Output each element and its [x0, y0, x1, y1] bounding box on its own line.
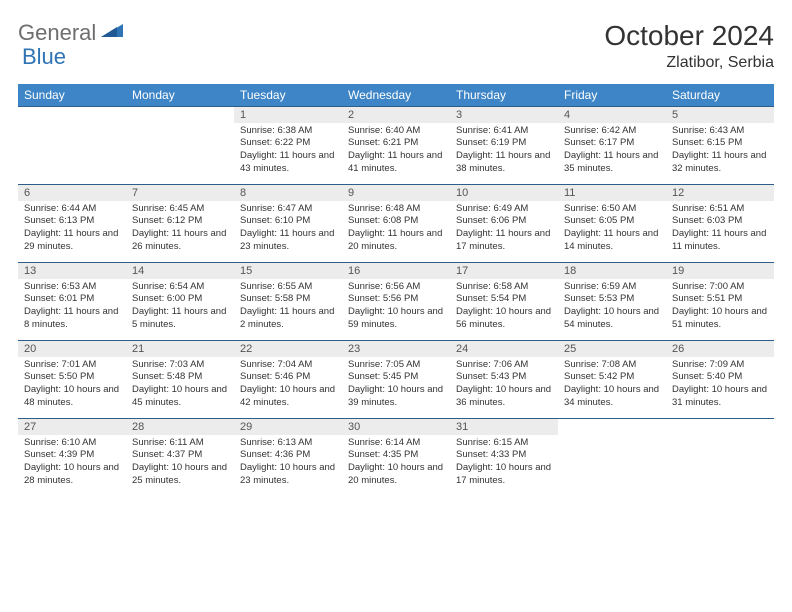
day-cell: Sunrise: 6:51 AM Sunset: 6:03 PM Dayligh… — [666, 201, 774, 263]
day-cell: Sunrise: 7:08 AM Sunset: 5:42 PM Dayligh… — [558, 357, 666, 419]
day-number: 11 — [558, 185, 666, 201]
day-cell: Sunrise: 7:09 AM Sunset: 5:40 PM Dayligh… — [666, 357, 774, 419]
day-cell: Sunrise: 6:44 AM Sunset: 6:13 PM Dayligh… — [18, 201, 126, 263]
col-tuesday: Tuesday — [234, 84, 342, 107]
daynum-row: 6789101112 — [18, 185, 774, 201]
header: General October 2024 Zlatibor, Serbia — [18, 20, 774, 72]
day-number: 22 — [234, 341, 342, 357]
day-number: 4 — [558, 107, 666, 123]
day-number: 9 — [342, 185, 450, 201]
day-cell: Sunrise: 6:42 AM Sunset: 6:17 PM Dayligh… — [558, 123, 666, 185]
day-number: 12 — [666, 185, 774, 201]
day-number: 29 — [234, 419, 342, 435]
day-cell: Sunrise: 6:58 AM Sunset: 5:54 PM Dayligh… — [450, 279, 558, 341]
month-title: October 2024 — [604, 20, 774, 52]
day-cell — [18, 123, 126, 185]
calendar-table: Sunday Monday Tuesday Wednesday Thursday… — [18, 84, 774, 497]
logo-text-blue: Blue — [22, 44, 66, 70]
day-cell: Sunrise: 6:56 AM Sunset: 5:56 PM Dayligh… — [342, 279, 450, 341]
day-content-row: Sunrise: 7:01 AM Sunset: 5:50 PM Dayligh… — [18, 357, 774, 419]
col-saturday: Saturday — [666, 84, 774, 107]
day-number: 1 — [234, 107, 342, 123]
logo: General — [18, 20, 125, 46]
day-cell: Sunrise: 6:48 AM Sunset: 6:08 PM Dayligh… — [342, 201, 450, 263]
day-number: 3 — [450, 107, 558, 123]
day-content-row: Sunrise: 6:10 AM Sunset: 4:39 PM Dayligh… — [18, 435, 774, 497]
day-number: 2 — [342, 107, 450, 123]
location: Zlatibor, Serbia — [604, 54, 774, 72]
day-number — [558, 419, 666, 435]
day-number: 19 — [666, 263, 774, 279]
col-monday: Monday — [126, 84, 234, 107]
day-cell — [126, 123, 234, 185]
day-number: 31 — [450, 419, 558, 435]
day-number: 23 — [342, 341, 450, 357]
day-number: 8 — [234, 185, 342, 201]
day-number: 13 — [18, 263, 126, 279]
day-number: 26 — [666, 341, 774, 357]
day-cell: Sunrise: 6:54 AM Sunset: 6:00 PM Dayligh… — [126, 279, 234, 341]
day-cell: Sunrise: 6:15 AM Sunset: 4:33 PM Dayligh… — [450, 435, 558, 497]
day-cell: Sunrise: 7:03 AM Sunset: 5:48 PM Dayligh… — [126, 357, 234, 419]
day-cell: Sunrise: 6:40 AM Sunset: 6:21 PM Dayligh… — [342, 123, 450, 185]
day-number: 16 — [342, 263, 450, 279]
title-block: October 2024 Zlatibor, Serbia — [604, 20, 774, 72]
day-number: 7 — [126, 185, 234, 201]
day-number — [18, 107, 126, 123]
day-number: 28 — [126, 419, 234, 435]
day-number: 15 — [234, 263, 342, 279]
logo-triangle-icon — [101, 21, 123, 42]
day-number: 14 — [126, 263, 234, 279]
day-cell: Sunrise: 7:06 AM Sunset: 5:43 PM Dayligh… — [450, 357, 558, 419]
col-friday: Friday — [558, 84, 666, 107]
daynum-row: 20212223242526 — [18, 341, 774, 357]
day-content-row: Sunrise: 6:53 AM Sunset: 6:01 PM Dayligh… — [18, 279, 774, 341]
logo-text-general: General — [18, 20, 96, 46]
daynum-row: 12345 — [18, 107, 774, 123]
day-number: 10 — [450, 185, 558, 201]
day-cell: Sunrise: 6:47 AM Sunset: 6:10 PM Dayligh… — [234, 201, 342, 263]
day-cell: Sunrise: 6:43 AM Sunset: 6:15 PM Dayligh… — [666, 123, 774, 185]
day-number: 24 — [450, 341, 558, 357]
daynum-row: 2728293031 — [18, 419, 774, 435]
day-cell: Sunrise: 6:50 AM Sunset: 6:05 PM Dayligh… — [558, 201, 666, 263]
day-cell: Sunrise: 7:01 AM Sunset: 5:50 PM Dayligh… — [18, 357, 126, 419]
day-cell: Sunrise: 6:13 AM Sunset: 4:36 PM Dayligh… — [234, 435, 342, 497]
day-number: 5 — [666, 107, 774, 123]
day-cell: Sunrise: 6:55 AM Sunset: 5:58 PM Dayligh… — [234, 279, 342, 341]
day-cell — [558, 435, 666, 497]
day-cell — [666, 435, 774, 497]
day-cell: Sunrise: 6:45 AM Sunset: 6:12 PM Dayligh… — [126, 201, 234, 263]
day-cell: Sunrise: 6:10 AM Sunset: 4:39 PM Dayligh… — [18, 435, 126, 497]
day-cell: Sunrise: 6:59 AM Sunset: 5:53 PM Dayligh… — [558, 279, 666, 341]
day-cell: Sunrise: 7:04 AM Sunset: 5:46 PM Dayligh… — [234, 357, 342, 419]
day-number: 6 — [18, 185, 126, 201]
daynum-row: 13141516171819 — [18, 263, 774, 279]
day-number — [126, 107, 234, 123]
day-cell: Sunrise: 7:05 AM Sunset: 5:45 PM Dayligh… — [342, 357, 450, 419]
day-content-row: Sunrise: 6:44 AM Sunset: 6:13 PM Dayligh… — [18, 201, 774, 263]
day-number: 25 — [558, 341, 666, 357]
col-sunday: Sunday — [18, 84, 126, 107]
day-number — [666, 419, 774, 435]
col-thursday: Thursday — [450, 84, 558, 107]
weekday-header-row: Sunday Monday Tuesday Wednesday Thursday… — [18, 84, 774, 107]
day-cell: Sunrise: 7:00 AM Sunset: 5:51 PM Dayligh… — [666, 279, 774, 341]
day-cell: Sunrise: 6:38 AM Sunset: 6:22 PM Dayligh… — [234, 123, 342, 185]
day-cell: Sunrise: 6:53 AM Sunset: 6:01 PM Dayligh… — [18, 279, 126, 341]
day-number: 27 — [18, 419, 126, 435]
day-cell: Sunrise: 6:14 AM Sunset: 4:35 PM Dayligh… — [342, 435, 450, 497]
day-cell: Sunrise: 6:41 AM Sunset: 6:19 PM Dayligh… — [450, 123, 558, 185]
day-cell: Sunrise: 6:49 AM Sunset: 6:06 PM Dayligh… — [450, 201, 558, 263]
day-number: 20 — [18, 341, 126, 357]
day-number: 18 — [558, 263, 666, 279]
day-number: 17 — [450, 263, 558, 279]
day-number: 21 — [126, 341, 234, 357]
day-content-row: Sunrise: 6:38 AM Sunset: 6:22 PM Dayligh… — [18, 123, 774, 185]
day-cell: Sunrise: 6:11 AM Sunset: 4:37 PM Dayligh… — [126, 435, 234, 497]
day-number: 30 — [342, 419, 450, 435]
col-wednesday: Wednesday — [342, 84, 450, 107]
